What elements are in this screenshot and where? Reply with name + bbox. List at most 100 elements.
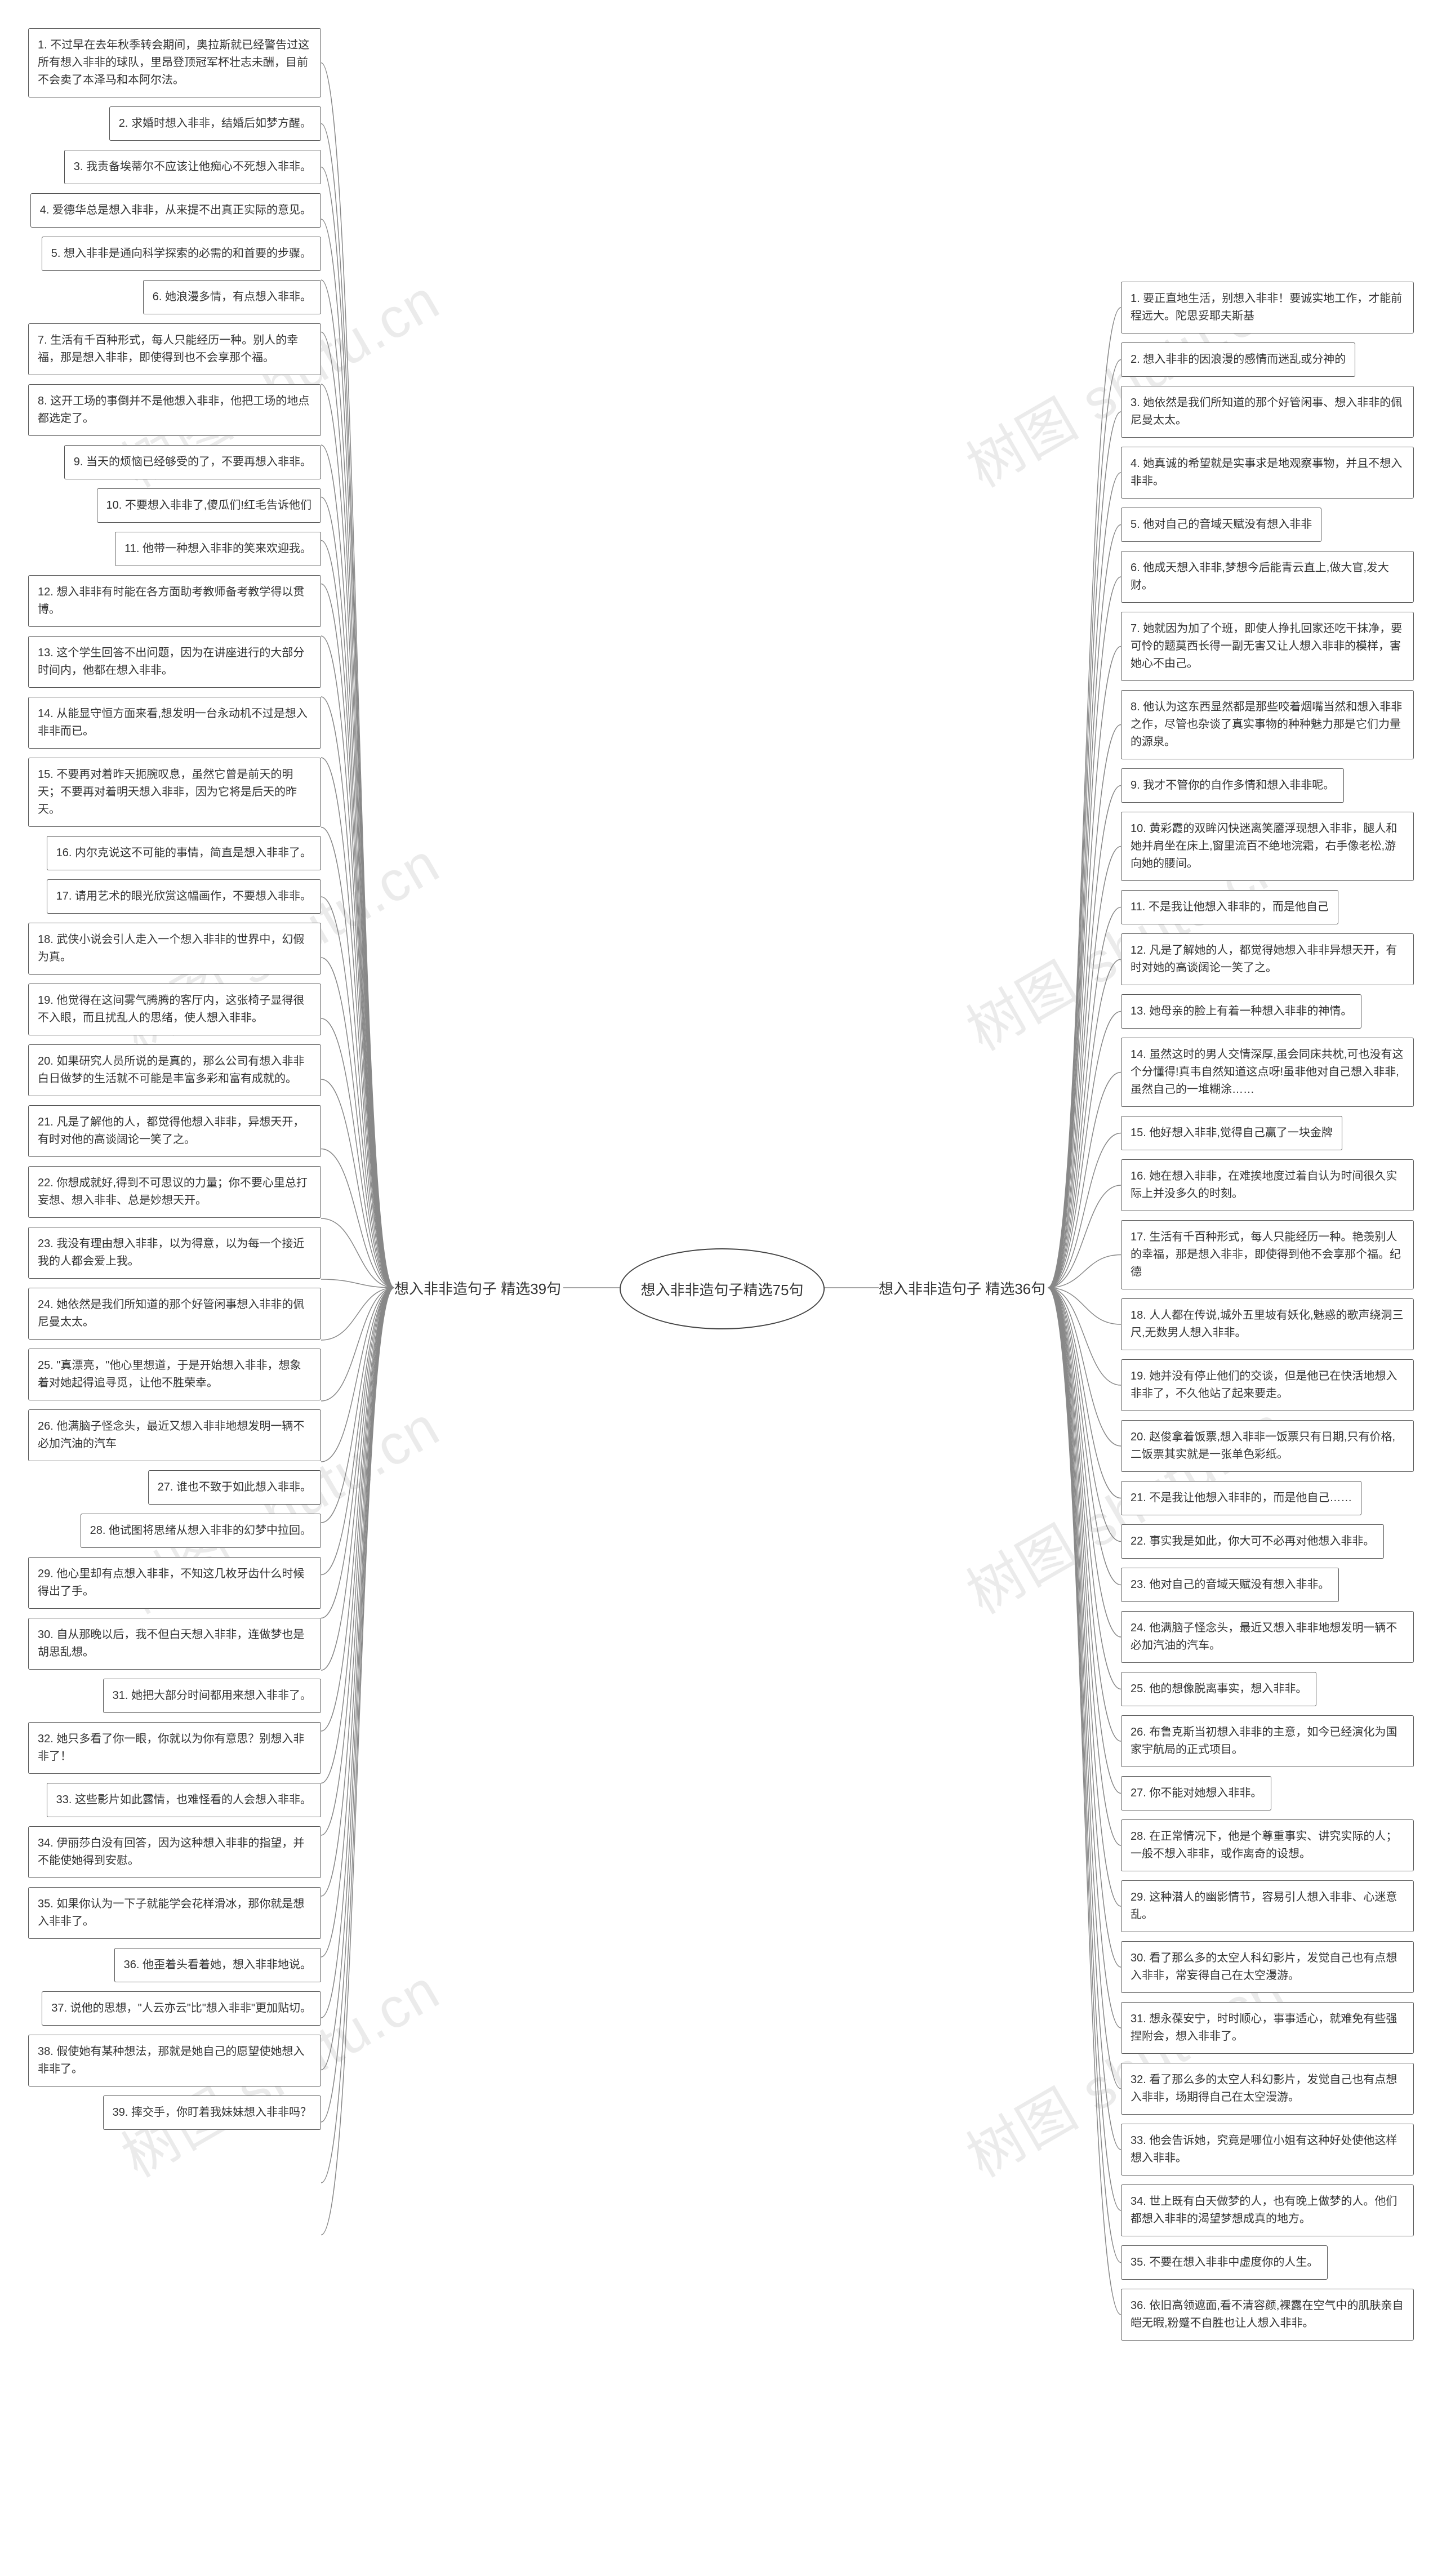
edge bbox=[321, 1288, 394, 1835]
edge bbox=[1048, 786, 1121, 1288]
edge bbox=[321, 958, 394, 1288]
list-item: 16. 她在想入非非，在难挨地度过着自认为时间很久实际上并没多久的时刻。 bbox=[1121, 1159, 1414, 1211]
edge bbox=[321, 445, 394, 1288]
branch-left-label: 想入非非造句子 精选39句 bbox=[394, 1280, 561, 1297]
edge bbox=[1048, 1288, 1121, 2089]
edge bbox=[1048, 1255, 1121, 1288]
edge bbox=[321, 1218, 394, 1288]
list-item: 9. 当天的烦恼已经够受的了，不要再想入非非。 bbox=[64, 445, 321, 479]
edge bbox=[1048, 525, 1121, 1288]
edge bbox=[321, 697, 394, 1288]
list-item: 31. 想永葆安宁，时时顺心，事事适心，就难免有些强捏附会，想入非非了。 bbox=[1121, 2002, 1414, 2054]
list-item: 20. 赵俊拿着饭票,想入非非一饭票只有日期,只有价格,二饭票其实就是一张单色彩… bbox=[1121, 1420, 1414, 1472]
edge bbox=[321, 827, 394, 1288]
list-item: 29. 他心里却有点想入非非，不知这几枚牙齿什么时候得出了手。 bbox=[28, 1557, 321, 1609]
list-item: 38. 假使她有某种想法，那就是她自己的愿望使她想入非非了。 bbox=[28, 2035, 321, 2086]
list-item: 33. 这些影片如此露情，也难怪看的人会想入非非。 bbox=[47, 1783, 321, 1817]
list-item: 18. 武侠小说会引人走入一个想入非非的世界中，幻假为真。 bbox=[28, 923, 321, 975]
list-item: 15. 他好想入非非,觉得自己赢了一块金牌 bbox=[1121, 1116, 1342, 1150]
branch-right-label: 想入非非造句子 精选36句 bbox=[879, 1280, 1045, 1297]
list-item: 2. 求婚时想入非非，结婚后如梦方醒。 bbox=[109, 106, 321, 141]
edge bbox=[321, 1288, 394, 2122]
list-item: 14. 从能显守恒方面来看,想发明一台永动机不过是想入非非而已。 bbox=[28, 697, 321, 749]
list-item: 5. 想入非非是通向科学探索的必需的和首要的步骤。 bbox=[42, 237, 321, 271]
list-item: 17. 请用艺术的眼光欣赏这幅画作，不要想入非非。 bbox=[47, 879, 321, 914]
list-item: 37. 说他的思想，"人云亦云"比"想入非非"更加贴切。 bbox=[42, 1991, 321, 2026]
list-item: 24. 他满脑子怪念头，最近又想入非非地想发明一辆不必加汽油的汽车。 bbox=[1121, 1611, 1414, 1663]
edge bbox=[1048, 1288, 1121, 1498]
list-item: 39. 摔交手，你盯着我妹妹想入非非吗？ bbox=[103, 2095, 321, 2130]
list-item: 10. 不要想入非非了,傻瓜们!红毛告诉他们 bbox=[97, 488, 321, 523]
edge bbox=[1048, 847, 1121, 1288]
list-item: 11. 他带一种想入非非的笑来欢迎我。 bbox=[115, 532, 321, 566]
list-item: 27. 你不能对她想入非非。 bbox=[1121, 1776, 1271, 1810]
list-item: 20. 如果研究人员所说的是真的，那么公司有想入非非白日做梦的生活就不可能是丰富… bbox=[28, 1044, 321, 1096]
edge bbox=[1048, 1288, 1121, 1324]
edge bbox=[321, 1288, 394, 1731]
edge bbox=[1048, 308, 1121, 1288]
list-item: 13. 这个学生回答不出问题，因为在讲座进行的大部分时间内，他都在想入非非。 bbox=[28, 636, 321, 688]
list-item: 29. 这种潜人的幽影情节，容易引人想入非非、心迷意乱。 bbox=[1121, 1880, 1414, 1932]
list-item: 17. 生活有千百种形式，每人只能经历一种。艳羡别人的幸福，那是想入非非，即使得… bbox=[1121, 1220, 1414, 1289]
list-item: 14. 虽然这时的男人交情深厚,虽会同床共枕,可也没有这个分懂得!真韦自然知道这… bbox=[1121, 1038, 1414, 1107]
list-item: 4. 爱德华总是想入非非，从来提不出真正实际的意见。 bbox=[30, 193, 321, 228]
list-item: 9. 我才不管你的自作多情和想入非非呢。 bbox=[1121, 768, 1344, 803]
list-item: 22. 事实我是如此，你大可不必再对他想入非非。 bbox=[1121, 1524, 1384, 1559]
list-item: 23. 我没有理由想入非非，以为得意，以为每一个接近我的人都会爱上我。 bbox=[28, 1227, 321, 1279]
edge bbox=[1048, 360, 1121, 1288]
edge bbox=[321, 758, 394, 1288]
list-item: 2. 想入非非的因浪漫的感情而迷乱或分神的 bbox=[1121, 342, 1355, 377]
list-item: 21. 不是我让他想入非非的，而是他自己…… bbox=[1121, 1481, 1361, 1515]
list-item: 6. 他成天想入非非,梦想今后能青云直上,做大官,发大财。 bbox=[1121, 551, 1414, 603]
list-item: 11. 不是我让他想入非非的，而是他自己 bbox=[1121, 890, 1338, 924]
edge bbox=[321, 584, 394, 1288]
edge bbox=[1048, 1288, 1121, 2263]
edge bbox=[321, 1079, 394, 1288]
edge bbox=[321, 497, 394, 1288]
edge bbox=[321, 384, 394, 1288]
list-item: 7. 她就因为加了个班，即使人挣扎回家还吃干抹净，要可怜的题莫西长得一副无害又让… bbox=[1121, 612, 1414, 681]
list-item: 36. 他歪着头看着她，想入非非地说。 bbox=[114, 1948, 321, 1982]
edge bbox=[1048, 577, 1121, 1288]
list-item: 10. 黄彩霞的双眸闪快迷离笑靥浮现想入非非，腿人和她并肩坐在床上,窗里流百不绝… bbox=[1121, 812, 1414, 881]
edge bbox=[321, 1288, 394, 1462]
list-item: 19. 她并没有停止他们的交谈，但是他已在快活地想入非非了，不久他站了起来要走。 bbox=[1121, 1359, 1414, 1411]
edge bbox=[321, 63, 394, 1288]
edge bbox=[321, 1149, 394, 1288]
list-item: 12. 想入非非有时能在各方面助考教师备考教学得以贯博。 bbox=[28, 575, 321, 627]
branch-right: 想入非非造句子 精选36句 bbox=[879, 1278, 1045, 1298]
edge bbox=[1048, 1288, 1121, 1845]
edge bbox=[321, 167, 394, 1288]
list-item: 25. "真漂亮，"他心里想道，于是开始想入非非，想象着对她起得追寻觅，让他不胜… bbox=[28, 1349, 321, 1400]
list-item: 34. 伊丽莎白没有回答，因为这种想入非非的指望，并不能使她得到安慰。 bbox=[28, 1826, 321, 1878]
list-item: 30. 自从那晚以后，我不但白天想入非非，连做梦也是胡思乱想。 bbox=[28, 1618, 321, 1670]
list-item: 19. 他觉得在这间雾气腾腾的客厅内，这张椅子显得很不入眼，而且扰乱人的思绪，使… bbox=[28, 984, 321, 1035]
edge bbox=[321, 332, 394, 1288]
list-item: 28. 他试图将思绪从想入非非的幻梦中拉回。 bbox=[81, 1514, 321, 1548]
edge bbox=[321, 124, 394, 1288]
center-node: 想入非非造句子精选75句 bbox=[620, 1248, 825, 1329]
list-item: 35. 不要在想入非非中虚度你的人生。 bbox=[1121, 2245, 1328, 2280]
edge bbox=[1048, 1288, 1121, 1637]
edge bbox=[1048, 725, 1121, 1288]
edge bbox=[1048, 1288, 1121, 2210]
list-item: 13. 她母亲的脸上有着一种想入非非的神情。 bbox=[1121, 994, 1361, 1029]
list-item: 32. 她只多看了你一眼，你就以为你有意思？别想入非非了！ bbox=[28, 1722, 321, 1774]
list-item: 32. 看了那么多的太空人科幻影片，发觉自己也有点想入非非，场期得自己在太空漫游… bbox=[1121, 2063, 1414, 2115]
list-item: 31. 她把大部分时间都用来想入非非了。 bbox=[103, 1679, 321, 1713]
list-item: 22. 你想成就好,得到不可思议的力量；你不要心里总打妄想、想入非非、总是妙想天… bbox=[28, 1166, 321, 1218]
edge bbox=[321, 1288, 394, 1896]
edge bbox=[1048, 907, 1121, 1288]
edge bbox=[321, 219, 394, 1288]
edge bbox=[1048, 1288, 1121, 1446]
edge bbox=[321, 541, 394, 1288]
edge bbox=[1048, 1133, 1121, 1288]
edge bbox=[321, 1288, 394, 2235]
edge bbox=[1048, 1288, 1121, 2028]
edge bbox=[321, 1288, 394, 2070]
edge bbox=[321, 897, 394, 1288]
list-item: 6. 她浪漫多情，有点想入非非。 bbox=[143, 280, 321, 314]
edge bbox=[321, 280, 394, 1288]
edge bbox=[1048, 1288, 1121, 1385]
list-item: 26. 布鲁克斯当初想入非非的主意，如今已经演化为国家宇航局的正式项目。 bbox=[1121, 1715, 1414, 1767]
